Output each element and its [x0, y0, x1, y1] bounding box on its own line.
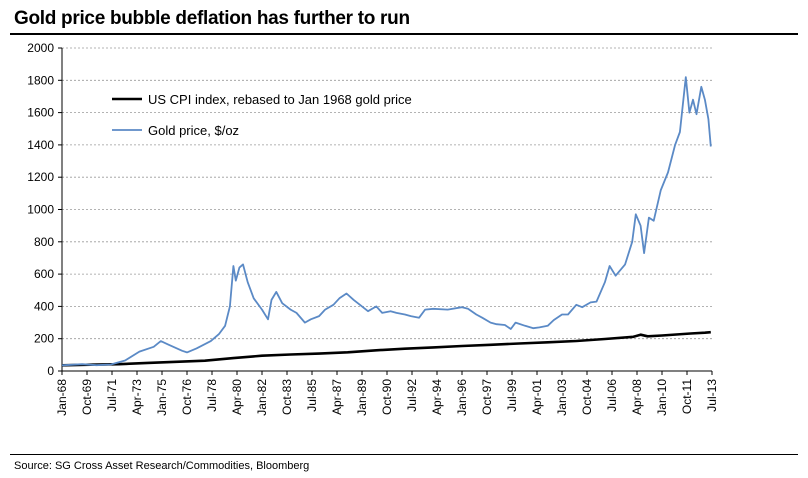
source-note: Source: SG Cross Asset Research/Commodit…: [14, 460, 310, 472]
y-tick-label: 800: [34, 235, 54, 249]
y-tick-label: 2000: [27, 41, 54, 55]
x-tick-label: Jul-85: [305, 379, 319, 412]
x-tick-label: Jan-68: [55, 379, 69, 416]
x-tick-label: Jul-06: [605, 379, 619, 412]
y-tick-label: 400: [34, 299, 54, 313]
x-tick-label: Apr-08: [630, 379, 644, 415]
x-tick-label: Oct-11: [680, 379, 694, 414]
y-tick-label: 0: [47, 364, 54, 378]
gridlines: [62, 47, 712, 340]
gold-vs-cpi-chart: 0 200 400 600 800 1000 1200 1400 1600 1800 2000 Ja…: [27, 41, 719, 416]
legend-label-0: US CPI index, rebased to Jan 1968 gold p…: [148, 92, 412, 107]
x-tick-label: Oct-04: [580, 379, 594, 415]
x-tick-label: Oct-97: [480, 379, 494, 415]
x-tick-label: Oct-76: [180, 379, 194, 415]
y-tick-label: 200: [34, 332, 54, 346]
x-tick-label: Apr-01: [530, 379, 544, 415]
y-tick-label: 1200: [27, 170, 54, 184]
legend-label-1: Gold price, $/oz: [148, 123, 239, 138]
cpi-series-line: [61, 330, 711, 367]
x-tick-label: Apr-94: [430, 379, 444, 415]
x-tick-label: Jan-96: [455, 379, 469, 416]
y-tick-label: 1000: [27, 203, 54, 217]
y-tick-label: 1600: [27, 106, 54, 120]
y-tick-label: 1800: [27, 73, 54, 87]
x-tick-label: Oct-69: [80, 379, 94, 415]
x-tick-label: Oct-90: [380, 379, 394, 415]
x-axis: Jan-68 Oct-69 Jul-71 Apr-73 Jan-75 Oct-76 Jul-…: [55, 370, 719, 416]
x-tick-label: Oct-83: [280, 379, 294, 415]
x-tick-label: Jan-89: [355, 379, 369, 416]
y-tick-label: 600: [34, 267, 54, 281]
x-tick-label: Jul-78: [205, 379, 219, 412]
gold-series-line: [61, 76, 712, 367]
y-axis: 0 200 400 600 800 1000 1200 1400 1600 1800 2000: [27, 41, 63, 378]
footer-rule: [10, 454, 798, 455]
title-underline: [10, 33, 798, 35]
legend: US CPI index, rebased to Jan 1968 gold p…: [112, 92, 412, 138]
x-tick-label: Jan-10: [655, 379, 669, 416]
x-tick-label: Jan-75: [155, 379, 169, 416]
x-tick-label: Jan-03: [555, 379, 569, 416]
x-tick-label: Apr-87: [330, 379, 344, 415]
chart-title: Gold price bubble deflation has further …: [14, 8, 410, 29]
x-tick-label: Jul-13: [705, 379, 719, 412]
x-tick-label: Jul-99: [505, 379, 519, 412]
x-tick-label: Apr-73: [130, 379, 144, 415]
x-tick-label: Jan-82: [255, 379, 269, 416]
x-tick-label: Jul-92: [405, 379, 419, 412]
x-tick-label: Apr-80: [230, 379, 244, 415]
x-tick-label: Jul-71: [105, 379, 119, 412]
y-tick-label: 1400: [27, 138, 54, 152]
series-group: [61, 76, 712, 367]
